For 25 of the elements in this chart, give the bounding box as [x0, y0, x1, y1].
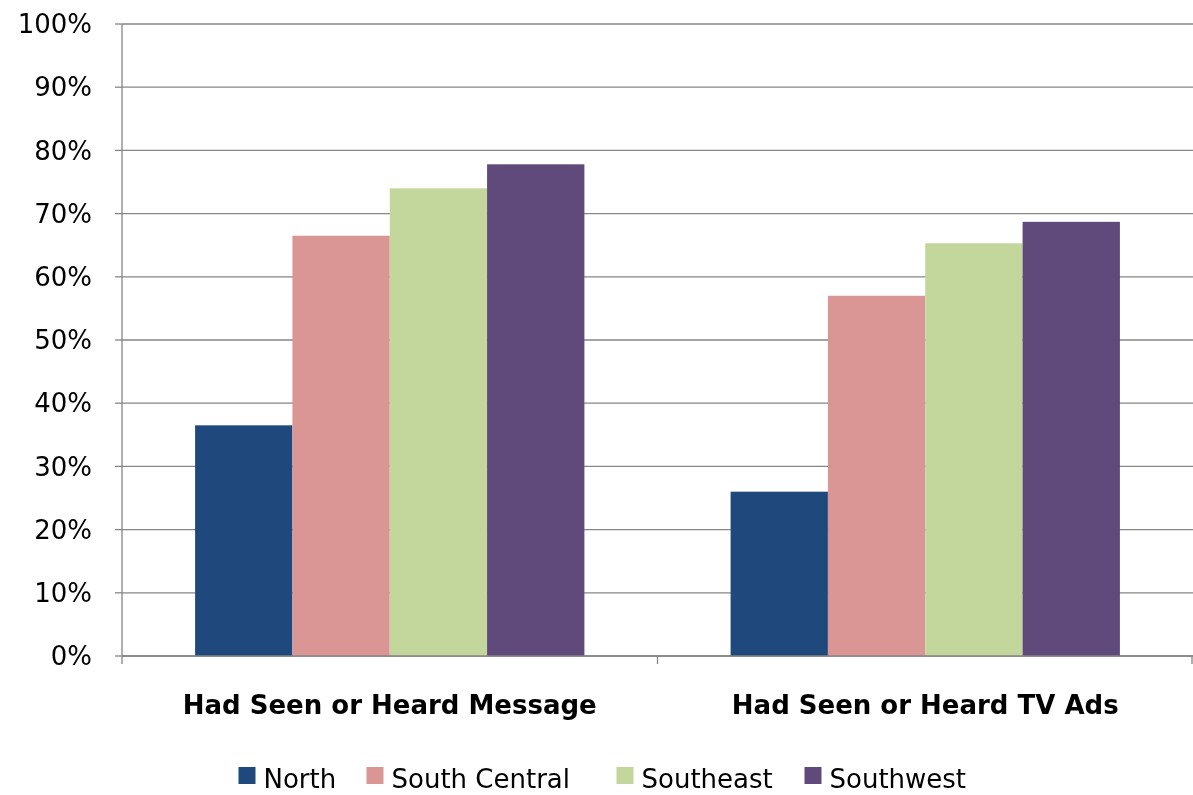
y-tick-label: 10%	[34, 577, 92, 608]
y-tick-label: 90%	[34, 72, 92, 103]
y-tick-label: 60%	[34, 261, 92, 292]
x-tick-label: Had Seen or Heard TV Ads	[731, 690, 1119, 720]
y-tick-label: 20%	[34, 514, 92, 545]
legend-label: Southwest	[829, 764, 967, 795]
bar	[1022, 221, 1120, 656]
y-tick-label: 30%	[34, 451, 92, 482]
y-tick-label: 70%	[34, 198, 92, 229]
bar	[730, 491, 828, 656]
y-tick-label: 0%	[50, 641, 92, 672]
y-tick-label: 80%	[34, 135, 92, 166]
bar	[925, 243, 1023, 656]
legend-label: South Central	[391, 764, 570, 795]
y-tick-label: 40%	[34, 388, 92, 419]
bar	[487, 164, 585, 656]
x-tick-label: Had Seen or Heard Message	[182, 690, 597, 720]
bar	[292, 235, 390, 656]
legend-label: Southeast	[641, 764, 773, 795]
bar	[827, 295, 926, 656]
y-tick-label: 100%	[17, 9, 92, 40]
bar	[195, 425, 293, 656]
bar	[389, 188, 488, 656]
y-tick-label: 50%	[34, 325, 92, 356]
legend-label: North	[263, 764, 337, 795]
